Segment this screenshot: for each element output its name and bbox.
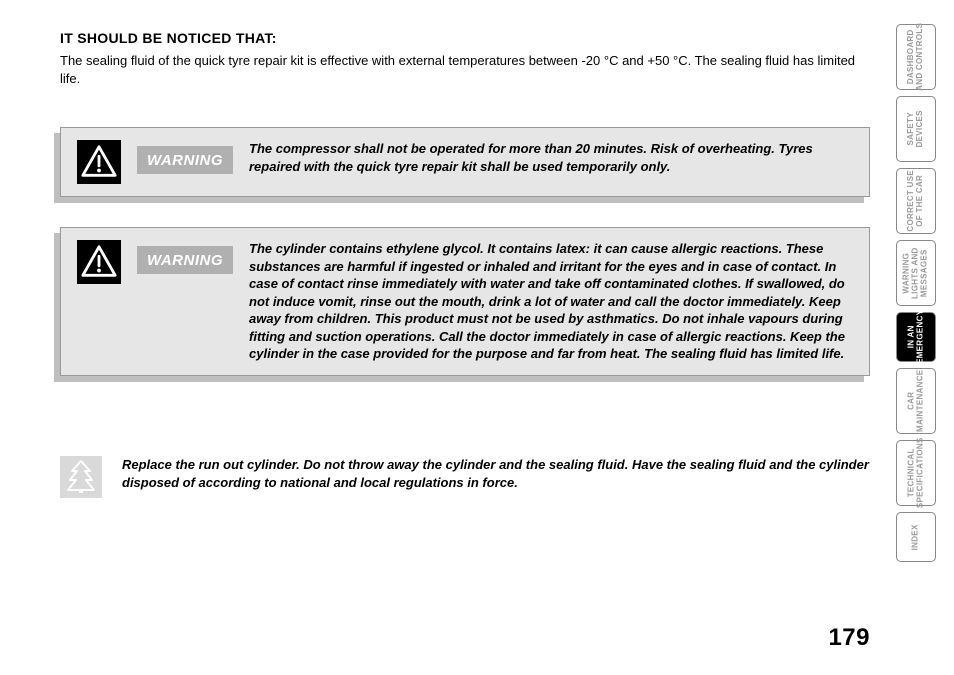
warning-triangle-icon xyxy=(77,240,121,284)
eco-note: Replace the run out cylinder. Do not thr… xyxy=(60,456,870,498)
warning-triangle-icon xyxy=(77,140,121,184)
warning-text: The compressor shall not be operated for… xyxy=(249,140,853,175)
side-tab[interactable]: CARMAINTENANCE xyxy=(896,368,936,434)
warning-box: WARNING The cylinder contains ethylene g… xyxy=(60,227,870,376)
side-tabs: DASHBOARDAND CONTROLS SAFETYDEVICES CORREC… xyxy=(896,24,936,562)
box-body: WARNING The cylinder contains ethylene g… xyxy=(60,227,870,376)
side-tab-label: TECHNICALSPECIFICATIONS xyxy=(907,438,925,509)
side-tab-label: WARNINGLIGHTS ANDMESSAGES xyxy=(903,247,929,299)
side-tab-label: IN ANEMERGENCY xyxy=(907,310,925,364)
side-tab[interactable]: IN ANEMERGENCY xyxy=(896,312,936,362)
side-tab[interactable]: INDEX xyxy=(896,512,936,562)
side-tab-label: CARMAINTENANCE xyxy=(907,370,925,432)
side-tab-label: SAFETYDEVICES xyxy=(907,110,925,147)
side-tab-label: INDEX xyxy=(912,524,921,550)
side-tab[interactable]: TECHNICALSPECIFICATIONS xyxy=(896,440,936,506)
side-tab-label: DASHBOARDAND CONTROLS xyxy=(907,23,925,91)
side-tab[interactable]: DASHBOARDAND CONTROLS xyxy=(896,24,936,90)
side-tab[interactable]: SAFETYDEVICES xyxy=(896,96,936,162)
warning-text: The cylinder contains ethylene glycol. I… xyxy=(249,240,853,363)
page-number: 179 xyxy=(828,624,870,652)
page-content: IT SHOULD BE NOTICED THAT: The sealing f… xyxy=(60,30,870,650)
warning-label: WARNING xyxy=(137,146,233,174)
warning-box: WARNING The compressor shall not be oper… xyxy=(60,127,870,197)
side-tab[interactable]: WARNINGLIGHTS ANDMESSAGES xyxy=(896,240,936,306)
side-tab[interactable]: CORRECT USEOF THE CAR xyxy=(896,168,936,234)
box-body: WARNING The compressor shall not be oper… xyxy=(60,127,870,197)
side-tab-label: CORRECT USEOF THE CAR xyxy=(907,170,925,232)
eco-text: Replace the run out cylinder. Do not thr… xyxy=(122,456,870,492)
tree-icon xyxy=(60,456,102,498)
warning-label: WARNING xyxy=(137,246,233,274)
intro-text: The sealing fluid of the quick tyre repa… xyxy=(60,52,870,87)
section-heading: IT SHOULD BE NOTICED THAT: xyxy=(60,30,870,46)
